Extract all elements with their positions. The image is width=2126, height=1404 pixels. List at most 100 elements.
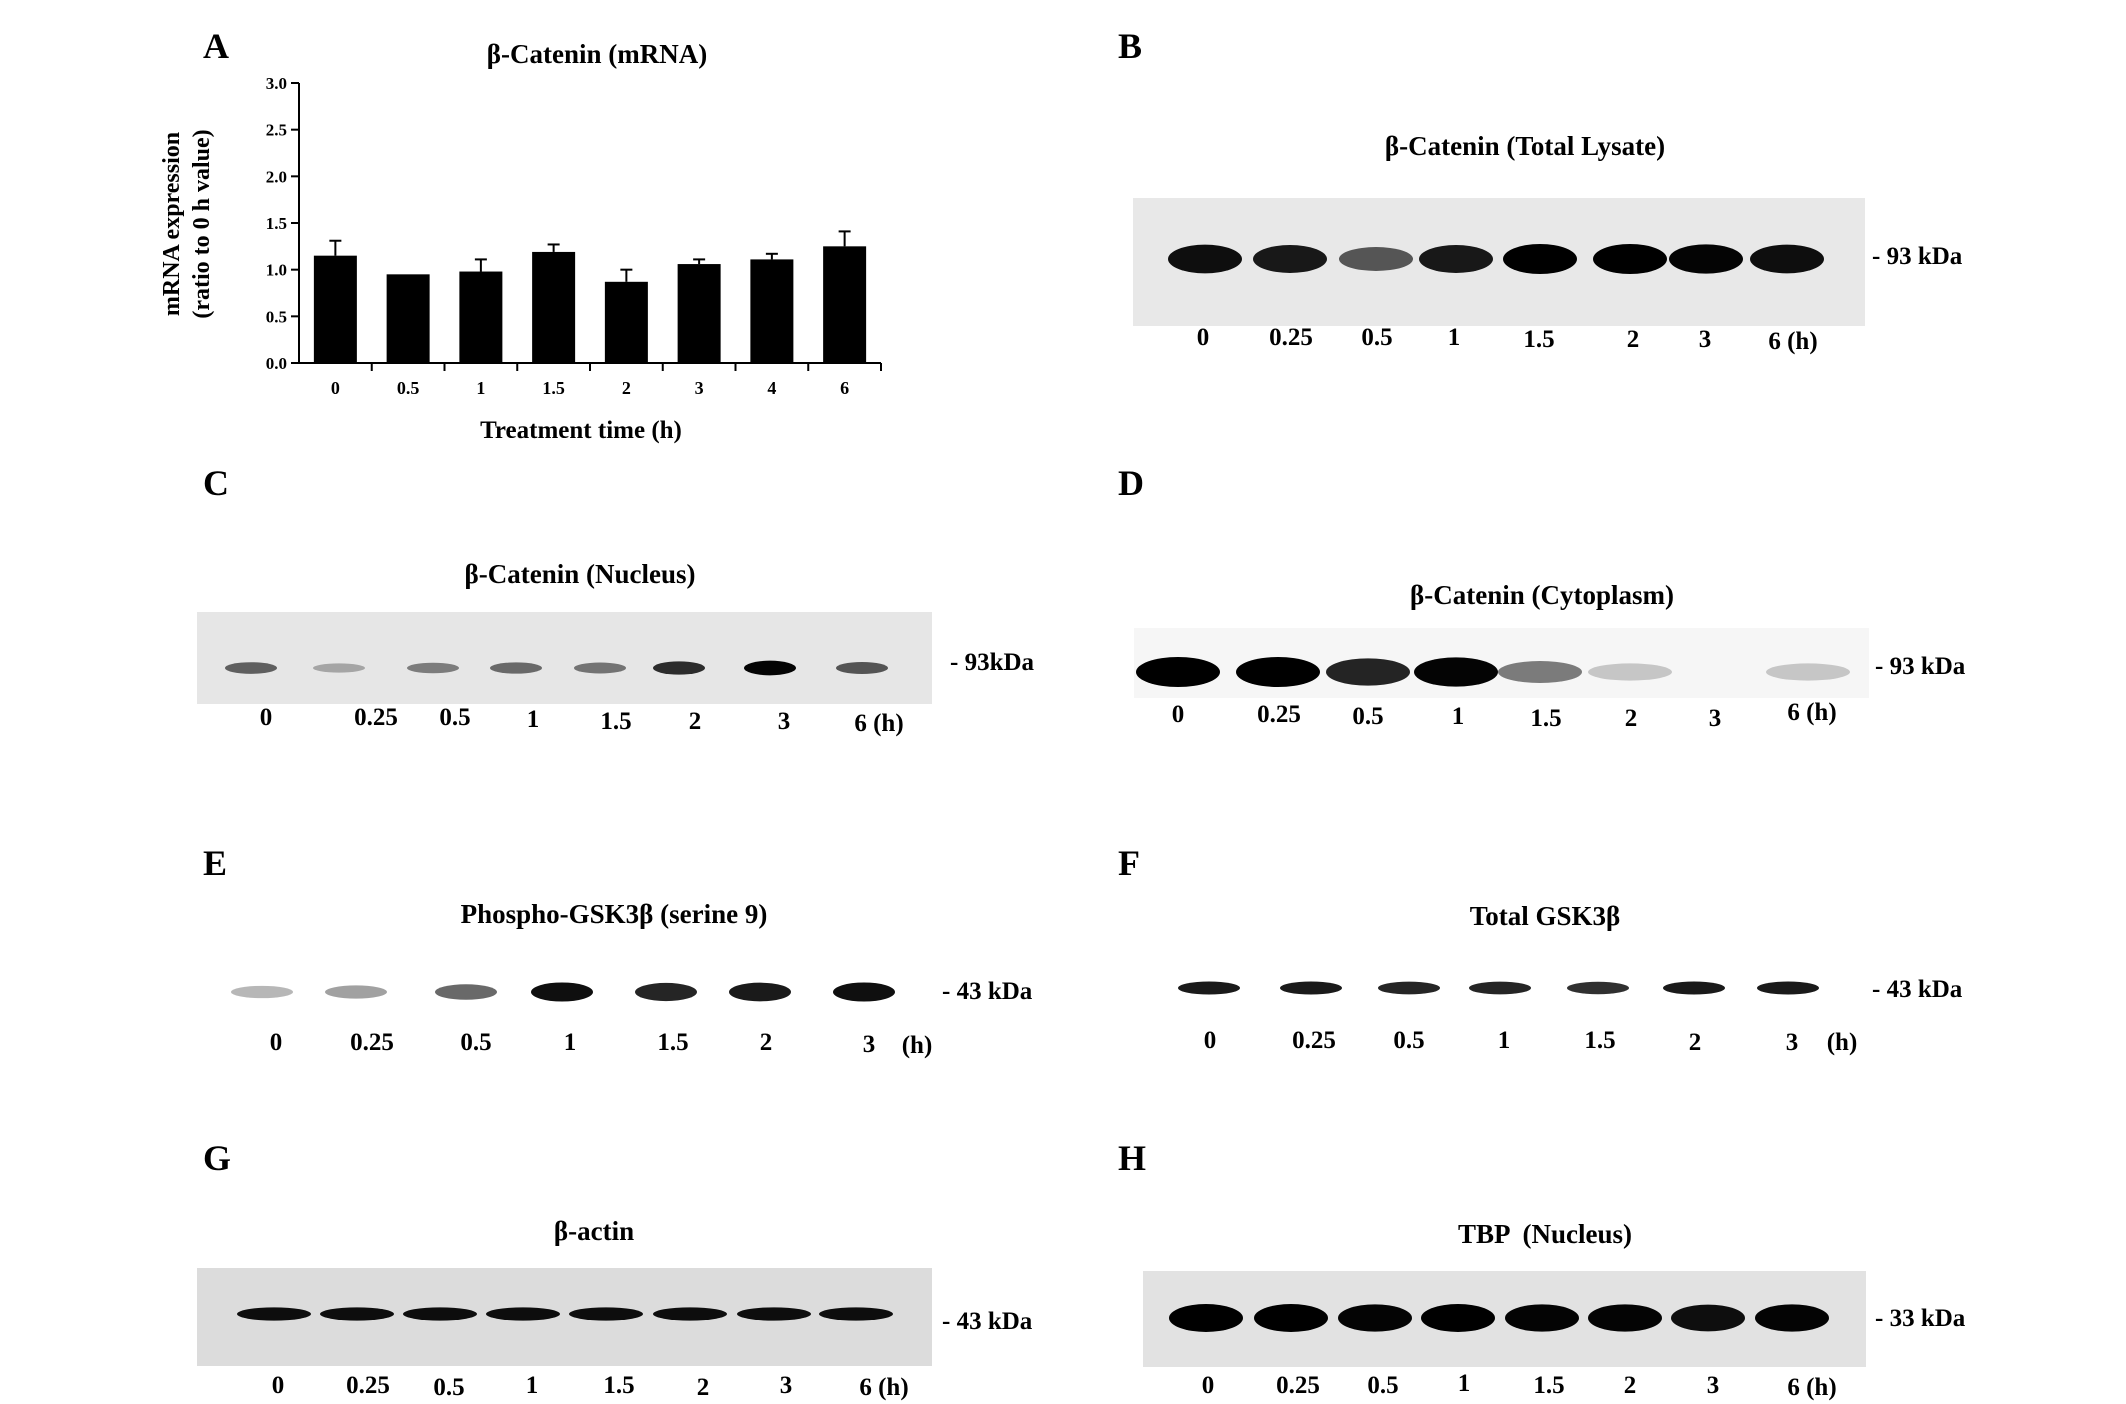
lane-label: 0.5 — [1361, 324, 1392, 351]
lane-label: 0.25 — [1276, 1372, 1320, 1399]
lane-label: 3 — [1699, 326, 1712, 353]
lane-label: 0.5 — [460, 1029, 491, 1056]
blot-band — [225, 662, 277, 674]
blot-band — [833, 982, 895, 1002]
bar — [677, 264, 721, 363]
blot-band — [486, 1307, 560, 1321]
blot-membrane-c — [197, 612, 932, 704]
blot-title-h: TBP (Nucleus) — [1458, 1219, 1632, 1249]
lane-label: 1 — [564, 1029, 577, 1056]
blot-band — [313, 663, 365, 673]
blot-band — [1588, 1304, 1662, 1332]
bar-chart-a: 0.0 0.5 1.0 1.5 2.0 2.5 3.0 0 0.5 1 1.5 2 3 4 6 — [266, 74, 882, 398]
y-tick-label: 0.0 — [266, 354, 287, 373]
blot-band — [325, 985, 387, 999]
blot-band — [1671, 1304, 1745, 1332]
blot-bands-e — [231, 982, 895, 1002]
blot-band — [237, 1307, 311, 1321]
panel-letter-c: C — [203, 463, 229, 503]
panel-f: F Total GSK3β - 43 kDa 0 0.25 0.5 1 1.5 … — [1118, 843, 1963, 1056]
lane-label: 0 — [1197, 324, 1210, 351]
panel-letter-d: D — [1118, 463, 1144, 503]
lane-label: 3 — [863, 1031, 876, 1058]
lane-labels-f: 0 0.25 0.5 1 1.5 2 3 (h) — [1204, 1027, 1858, 1056]
panel-letter-g: G — [203, 1138, 231, 1178]
lane-label: 0 — [270, 1029, 283, 1056]
blot-band — [1178, 981, 1240, 995]
lane-label: 3 — [780, 1372, 793, 1399]
bar — [532, 251, 576, 363]
blot-band — [1338, 1304, 1412, 1332]
blot-marker-b: - 93 kDa — [1872, 243, 1963, 270]
y-tick-label: 1.5 — [266, 214, 287, 233]
blot-bands-h — [1169, 1304, 1829, 1332]
blot-bands-b — [1168, 244, 1824, 274]
lane-label: 2 — [697, 1374, 710, 1401]
blot-band — [1503, 244, 1577, 274]
lane-label: 1.5 — [657, 1029, 688, 1056]
panel-b: B β-Catenin (Total Lysate) - 93 kDa 0 0.… — [1118, 26, 1963, 355]
panel-letter-f: F — [1118, 843, 1140, 883]
lane-label: 0.25 — [350, 1029, 394, 1056]
blot-band — [1168, 244, 1242, 274]
lane-label: 2 — [1625, 705, 1638, 732]
blot-band — [1378, 981, 1440, 995]
blot-title-f: Total GSK3β — [1470, 901, 1621, 931]
blot-band — [1469, 981, 1531, 995]
blot-band — [1663, 981, 1725, 995]
y-axis-label-line2: (ratio to 0 h value) — [189, 129, 215, 318]
panel-e: E Phospho-GSK3β (serine 9) - 43 kDa 0 0.… — [203, 843, 1033, 1059]
blot-band — [653, 661, 705, 675]
x-tick-label: 1.5 — [542, 378, 565, 398]
bar — [750, 259, 794, 363]
blot-g — [197, 1268, 932, 1366]
lane-label: 0 — [1202, 1372, 1215, 1399]
x-tick-label: 4 — [767, 378, 776, 398]
blot-band — [1136, 657, 1220, 687]
blot-bands-c — [225, 660, 888, 676]
lane-label: 1 — [526, 1372, 539, 1399]
lane-label: 6 (h) — [1787, 1374, 1836, 1401]
y-axis-label-line1: mRNA expression — [159, 132, 185, 316]
blot-band — [1750, 244, 1824, 274]
lane-labels-c: 0 0.25 0.5 1 1.5 2 3 6 (h) — [260, 704, 904, 737]
lane-label: 2 — [1624, 1372, 1637, 1399]
blot-band — [729, 982, 791, 1002]
lane-label: 2 — [760, 1029, 773, 1056]
blot-band — [1326, 658, 1410, 686]
blot-title-b: β-Catenin (Total Lysate) — [1385, 131, 1665, 161]
blot-band — [819, 1307, 893, 1321]
lane-label: 1.5 — [1584, 1027, 1615, 1054]
blot-band — [1588, 663, 1672, 681]
blot-bands-f — [1178, 981, 1819, 995]
blot-band — [1339, 247, 1413, 271]
lane-label: 1.5 — [600, 708, 631, 735]
blot-title-g: β-actin — [554, 1216, 634, 1246]
blot-marker-f: - 43 kDa — [1872, 976, 1963, 1003]
lane-unit: (h) — [1827, 1029, 1858, 1056]
y-tick-label: 2.0 — [266, 167, 287, 186]
lane-label: 0.5 — [1367, 1372, 1398, 1399]
lane-label: 6 (h) — [854, 710, 903, 737]
blot-band — [490, 662, 542, 674]
lane-unit: (h) — [902, 1032, 933, 1059]
x-tick-label: 0 — [331, 378, 340, 398]
lane-label: 0 — [1204, 1027, 1217, 1054]
blot-band — [1280, 981, 1342, 995]
panel-a: A β-Catenin (mRNA) mRNA expression (rati… — [159, 26, 882, 444]
blot-band — [531, 982, 593, 1002]
lane-label: 1 — [1458, 1370, 1471, 1397]
lane-label: 0 — [260, 704, 273, 731]
x-tick-label: 1 — [476, 378, 485, 398]
lane-label: 1 — [1448, 324, 1461, 351]
lane-label: 2 — [1627, 326, 1640, 353]
lane-label: 0.25 — [346, 1372, 390, 1399]
panel-letter-b: B — [1118, 26, 1142, 66]
y-tick-label: 3.0 — [266, 74, 287, 93]
blot-band — [320, 1307, 394, 1321]
blot-band — [1254, 1304, 1328, 1332]
x-tick-label: 2 — [622, 378, 631, 398]
blot-title-d: β-Catenin (Cytoplasm) — [1410, 580, 1674, 610]
blot-membrane-d — [1134, 628, 1869, 698]
lane-label: 1 — [1498, 1027, 1511, 1054]
